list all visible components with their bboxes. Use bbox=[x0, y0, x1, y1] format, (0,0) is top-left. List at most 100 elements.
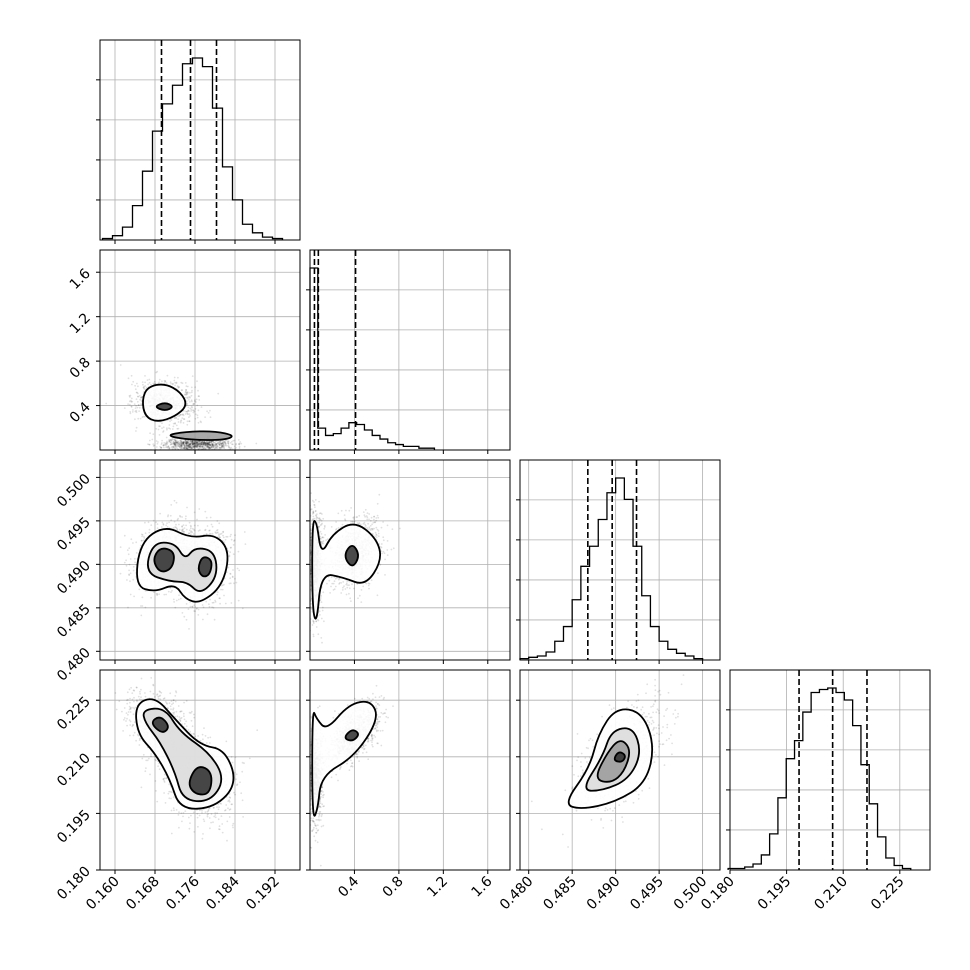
sample-point bbox=[208, 441, 210, 444]
sample-point bbox=[190, 446, 193, 448]
sample-point bbox=[203, 440, 206, 443]
sample-point bbox=[143, 535, 145, 538]
sample-point bbox=[229, 551, 232, 554]
sample-point bbox=[239, 781, 241, 784]
sample-point bbox=[162, 523, 165, 526]
sample-point bbox=[126, 579, 128, 581]
sample-point bbox=[223, 445, 226, 448]
sample-point bbox=[198, 440, 201, 443]
sample-point bbox=[141, 605, 144, 607]
sample-point bbox=[191, 446, 194, 449]
sample-point bbox=[178, 415, 181, 417]
sample-point bbox=[132, 706, 134, 709]
sample-point bbox=[193, 443, 196, 445]
sample-point bbox=[152, 433, 155, 436]
sample-point bbox=[216, 442, 219, 445]
sample-point bbox=[172, 442, 175, 445]
sample-point bbox=[191, 605, 194, 608]
sample-point bbox=[141, 396, 143, 398]
sample-point bbox=[196, 445, 199, 447]
sample-point bbox=[222, 530, 225, 533]
sample-point bbox=[220, 584, 223, 587]
sample-point bbox=[183, 444, 186, 447]
histogram-step bbox=[727, 687, 912, 870]
sample-point bbox=[161, 427, 163, 430]
sample-point bbox=[185, 524, 188, 527]
sample-point bbox=[204, 811, 207, 813]
sample-point bbox=[204, 529, 206, 532]
sample-point bbox=[158, 378, 161, 381]
sample-point bbox=[173, 809, 175, 812]
sample-point bbox=[131, 725, 134, 728]
sample-point bbox=[222, 439, 224, 442]
sample-point bbox=[202, 443, 205, 446]
sample-point bbox=[119, 572, 122, 575]
sample-point bbox=[212, 445, 215, 448]
sample-point bbox=[217, 392, 220, 395]
sample-point bbox=[195, 444, 198, 447]
sample-point bbox=[187, 444, 190, 446]
sample-point bbox=[123, 407, 126, 409]
sample-point bbox=[168, 783, 171, 786]
sample-point bbox=[188, 711, 191, 714]
sample-point bbox=[206, 443, 209, 445]
sample-point bbox=[166, 446, 169, 449]
sample-point bbox=[204, 442, 206, 444]
sample-point bbox=[125, 720, 127, 722]
sample-point bbox=[255, 442, 258, 445]
sample-point bbox=[211, 444, 214, 447]
sample-point bbox=[189, 400, 191, 403]
sample-point bbox=[221, 442, 224, 444]
sample-point bbox=[190, 447, 193, 450]
sample-point bbox=[167, 707, 169, 709]
sample-point bbox=[208, 444, 211, 446]
sample-point bbox=[180, 381, 183, 384]
sample-point bbox=[194, 445, 197, 448]
sample-point bbox=[195, 442, 197, 445]
sample-point bbox=[170, 439, 173, 442]
sample-point bbox=[202, 443, 205, 445]
sample-point bbox=[184, 413, 187, 415]
sample-point bbox=[216, 593, 219, 596]
sample-point bbox=[228, 816, 231, 818]
sample-point bbox=[173, 444, 176, 447]
sample-point bbox=[244, 543, 247, 545]
sample-point bbox=[238, 443, 241, 446]
sample-point bbox=[180, 444, 183, 446]
sample-point bbox=[190, 442, 193, 445]
sample-point bbox=[210, 441, 213, 443]
sample-point bbox=[202, 442, 205, 444]
sample-point bbox=[192, 411, 195, 414]
sample-point bbox=[170, 440, 173, 442]
sample-point bbox=[206, 442, 209, 445]
sample-point bbox=[175, 523, 177, 526]
sample-point bbox=[188, 445, 191, 447]
sample-point bbox=[173, 601, 176, 603]
sample-point bbox=[218, 534, 220, 537]
sample-point bbox=[133, 696, 135, 699]
sample-point bbox=[127, 698, 129, 701]
sample-point bbox=[159, 425, 161, 428]
sample-point bbox=[201, 440, 204, 443]
sample-point bbox=[167, 514, 170, 516]
sample-point bbox=[195, 441, 198, 443]
sample-point bbox=[190, 441, 193, 444]
sample-point bbox=[144, 532, 147, 535]
sample-point bbox=[145, 386, 148, 389]
sample-point bbox=[230, 546, 232, 549]
sample-point bbox=[166, 446, 168, 448]
sample-point bbox=[132, 569, 135, 572]
sample-point bbox=[182, 442, 185, 445]
sample-point bbox=[207, 442, 210, 445]
sample-point bbox=[171, 589, 173, 592]
sample-point bbox=[204, 444, 207, 447]
sample-point bbox=[169, 441, 172, 444]
y-tick-label: 0.495 bbox=[54, 514, 94, 554]
sample-point bbox=[128, 569, 131, 572]
density-region bbox=[119, 499, 247, 630]
sample-point bbox=[182, 418, 185, 420]
sample-point bbox=[136, 406, 139, 409]
sample-point bbox=[130, 538, 133, 541]
sample-point bbox=[166, 428, 168, 431]
